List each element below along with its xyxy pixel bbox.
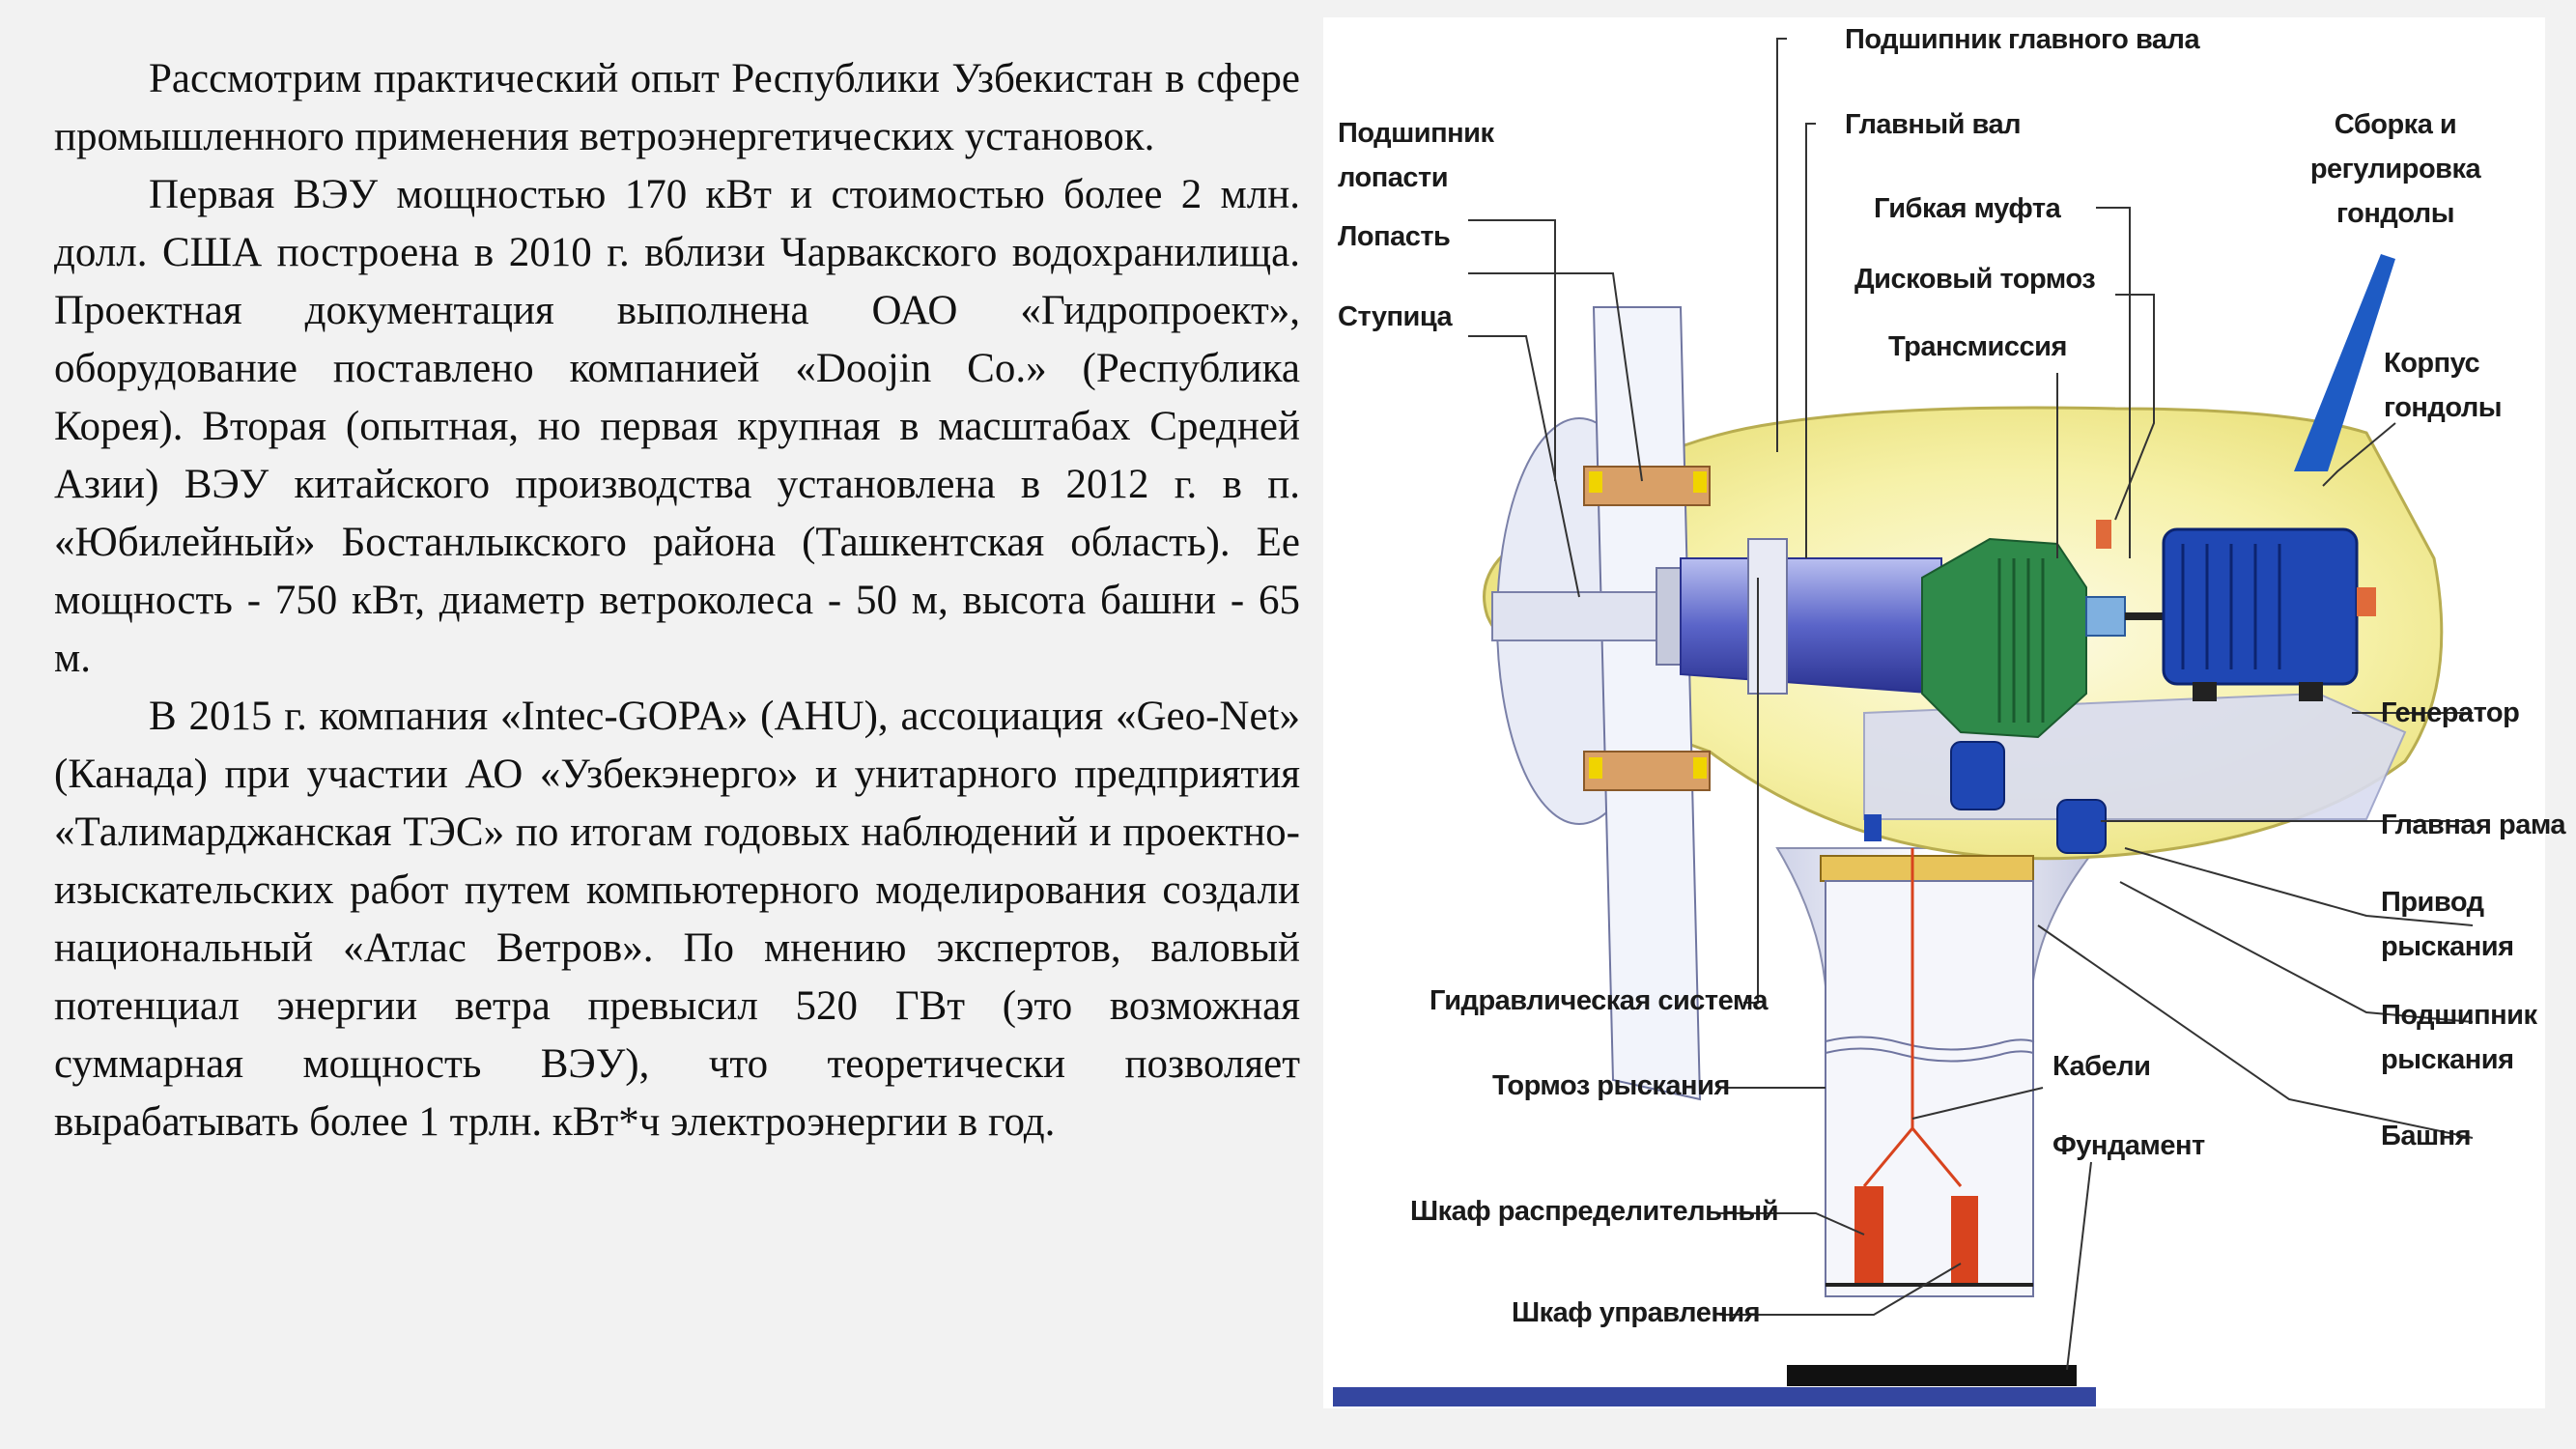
gearbox: [1921, 537, 2087, 739]
weather-vane: [2294, 254, 2395, 471]
label-blade-bearing: Подшипник лопасти: [1338, 118, 1494, 193]
main-shaft: [1680, 557, 1942, 696]
label-yaw-brake: Тормоз рыскания: [1492, 1070, 1730, 1101]
paragraph-wind-atlas: В 2015 г. компания «Intec-GOPA» (AHU), а…: [54, 694, 1300, 1145]
label-yaw-bearing: Подшипник рыскания: [2381, 1000, 2537, 1075]
label-main-shaft-bearing: Подшипник главного вала: [1845, 24, 2200, 55]
yaw-drive-left: [1950, 741, 2005, 810]
label-flexible-coupling: Гибкая муфта: [1874, 193, 2061, 224]
label-main-shaft: Главный вал: [1845, 109, 2022, 140]
yaw-drive-right: [2056, 799, 2107, 854]
label-main-frame: Главная рама: [2381, 810, 2566, 840]
shaft-bearing: [1747, 538, 1788, 695]
turbine-drawing: [1333, 38, 2474, 1406]
label-yaw-drive: Привод рыскания: [2381, 887, 2514, 962]
disc-brake: [2096, 520, 2111, 549]
label-nacelle-assembly: Сборка и регулировка гондолы: [2309, 109, 2481, 229]
label-nacelle-housing: Корпус гондолы: [2384, 348, 2503, 423]
hub-spindle: [1491, 591, 1677, 641]
ground: [1333, 1387, 2096, 1406]
label-tower: Башня: [2381, 1121, 2472, 1151]
yaw-bearing: [1820, 855, 2034, 882]
label-hub: Ступица: [1338, 301, 1453, 332]
label-disc-brake: Дисковый тормоз: [1854, 264, 2096, 295]
wind-turbine-diagram: Подшипник главного вала Главный вал Сбор…: [1323, 17, 2566, 1408]
label-foundation: Фундамент: [2052, 1130, 2205, 1161]
paragraph-intro: Рассмотрим практический опыт Республики …: [54, 56, 1300, 159]
paragraph-first-turbines: Первая ВЭУ мощностью 170 кВт и стоимость…: [54, 172, 1300, 681]
generator-body: [2162, 527, 2359, 686]
control-cabinet: [1951, 1196, 1978, 1283]
blade-bearing-bottom: [1583, 751, 1711, 791]
label-generator: Генератор: [2381, 697, 2520, 728]
label-cables: Кабели: [2052, 1051, 2151, 1082]
label-hydraulic-system: Гидравлическая система: [1430, 985, 1769, 1016]
text-column: Рассмотрим практический опыт Республики …: [54, 50, 1300, 1151]
label-blade: Лопасть: [1338, 221, 1451, 252]
label-transmission: Трансмиссия: [1888, 331, 2067, 362]
blade-bearing-top: [1583, 466, 1711, 506]
foundation-slab: [1787, 1365, 2077, 1386]
distribution-cabinet: [1854, 1186, 1883, 1283]
flexible-coupling: [2085, 596, 2126, 637]
label-distribution-cabinet: Шкаф распределительный: [1410, 1196, 1779, 1227]
label-control-cabinet: Шкаф управления: [1512, 1297, 1761, 1328]
